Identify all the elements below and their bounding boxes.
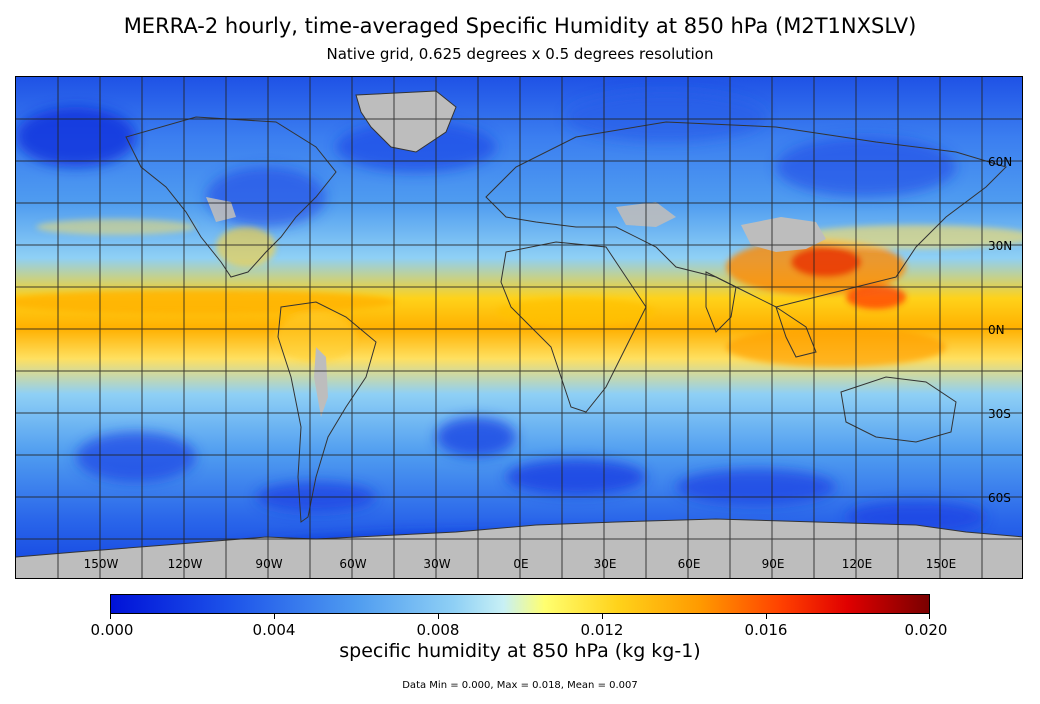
colorbar-title: specific humidity at 850 hPa (kg kg-1) xyxy=(339,640,701,662)
moist-features xyxy=(16,219,1022,367)
map-panel xyxy=(15,76,1023,579)
lon-label-150e: 150E xyxy=(925,557,957,571)
colorbar-label-4: 0.016 xyxy=(744,621,788,639)
colorbar-tick xyxy=(110,614,111,619)
colorbar-tick xyxy=(438,614,439,619)
colorbar-tick xyxy=(766,614,767,619)
lon-label-120e: 120E xyxy=(841,557,873,571)
graticule xyxy=(16,77,1022,578)
data-stats: Data Min = 0.000, Max = 0.018, Mean = 0.… xyxy=(402,680,638,691)
lon-label-60w: 60W xyxy=(339,557,367,571)
lat-label-60s: 60S xyxy=(988,491,1011,505)
lon-label-0e: 0E xyxy=(513,557,529,571)
coastlines xyxy=(16,90,1022,558)
lat-label-30s: 30S xyxy=(988,407,1011,421)
colorbar-tick xyxy=(274,614,275,619)
colorbar-label-0: 0.000 xyxy=(90,621,134,639)
lon-label-120w: 120W xyxy=(167,557,203,571)
colorbar-label-5: 0.020 xyxy=(904,621,948,639)
colorbar-label-3: 0.012 xyxy=(580,621,624,639)
lat-label-30n: 30N xyxy=(988,239,1013,253)
lon-label-60e: 60E xyxy=(677,557,701,571)
lon-label-30w: 30W xyxy=(423,557,451,571)
colorbar xyxy=(110,594,930,614)
lon-label-90e: 90E xyxy=(761,557,785,571)
lon-label-30e: 30E xyxy=(593,557,617,571)
colorbar-label-1: 0.004 xyxy=(252,621,296,639)
colorbar-tick xyxy=(929,614,930,619)
colorbar-label-2: 0.008 xyxy=(416,621,460,639)
lat-label-0n: 0N xyxy=(988,323,1005,337)
map-title: MERRA-2 hourly, time-averaged Specific H… xyxy=(123,14,917,38)
lon-label-150w: 150W xyxy=(83,557,119,571)
colorbar-tick xyxy=(602,614,603,619)
lat-label-60n: 60N xyxy=(988,155,1013,169)
humidity-map xyxy=(16,77,1022,578)
lon-label-90w: 90W xyxy=(255,557,283,571)
map-subtitle: Native grid, 0.625 degrees x 0.5 degrees… xyxy=(326,45,714,63)
